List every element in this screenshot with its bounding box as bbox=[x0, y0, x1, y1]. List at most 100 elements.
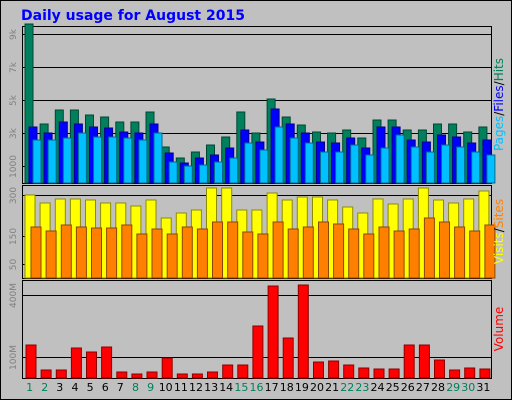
bar-pages bbox=[350, 144, 360, 184]
bar-volume bbox=[297, 284, 309, 379]
bar-sites bbox=[302, 226, 314, 279]
bar-sites bbox=[318, 221, 329, 279]
panel-label-part: Hits bbox=[492, 58, 506, 81]
x-tick-label: 27 bbox=[416, 381, 430, 394]
bar-pages bbox=[425, 151, 435, 184]
bar-sites bbox=[227, 221, 239, 279]
x-tick-label: 19 bbox=[295, 381, 309, 394]
bar-pages bbox=[471, 151, 481, 184]
bar-pages bbox=[32, 139, 42, 184]
bar-sites bbox=[60, 224, 72, 279]
bar-volume bbox=[449, 369, 461, 379]
bar-volume bbox=[146, 371, 158, 379]
bar-pages bbox=[229, 157, 239, 184]
bar-sites bbox=[196, 228, 208, 279]
bar-sites bbox=[121, 224, 133, 279]
bar-sites bbox=[454, 226, 466, 279]
bar-pages bbox=[365, 154, 375, 184]
bar-pages bbox=[456, 146, 466, 184]
x-tick-label: 22 bbox=[340, 381, 354, 394]
bar-volume bbox=[70, 347, 82, 379]
x-tick-label: 8 bbox=[132, 381, 139, 394]
x-tick-label: 15 bbox=[234, 381, 248, 394]
x-tick-label: 9 bbox=[147, 381, 154, 394]
bar-pages bbox=[108, 136, 118, 184]
bar-pages bbox=[153, 132, 163, 184]
x-tick-label: 2 bbox=[41, 381, 48, 394]
bar-pages bbox=[47, 139, 57, 184]
panel-visits-sites: 50 150 300 Visits/Sites bbox=[9, 185, 506, 279]
bar-volume bbox=[55, 369, 67, 379]
bar-volume bbox=[131, 373, 143, 379]
bar-pages bbox=[168, 161, 178, 184]
x-tick-label: 31 bbox=[476, 381, 490, 394]
bar-sites bbox=[363, 233, 375, 279]
bar-sites bbox=[106, 227, 118, 279]
bar-volume bbox=[434, 359, 445, 379]
bar-volume bbox=[237, 364, 249, 379]
bar-pages bbox=[198, 164, 208, 184]
bar-pages bbox=[289, 137, 299, 184]
chart-title: Daily usage for August 2015 bbox=[21, 8, 245, 24]
panel-label-part: Visits bbox=[492, 232, 506, 264]
bar-sites bbox=[212, 221, 223, 279]
x-tick-label: 28 bbox=[431, 381, 445, 394]
bar-volume bbox=[464, 367, 476, 379]
panel-label-part: / bbox=[492, 227, 506, 232]
bar-volume bbox=[25, 344, 37, 379]
y-tick-label: 3k bbox=[9, 127, 19, 139]
bar-sites bbox=[181, 226, 193, 279]
bar-volume bbox=[418, 344, 430, 379]
bar-sites bbox=[393, 230, 405, 279]
panel-label-part: / bbox=[492, 80, 506, 85]
y-tick-label: 300 bbox=[9, 187, 19, 204]
bar-pages bbox=[123, 137, 133, 184]
bar-volume bbox=[313, 361, 324, 379]
x-tick-label: 11 bbox=[174, 381, 188, 394]
bar-pages bbox=[244, 142, 254, 184]
bar-pages bbox=[335, 151, 345, 184]
x-tick-label: 5 bbox=[87, 381, 94, 394]
bar-pages bbox=[395, 134, 405, 184]
bar-sites bbox=[166, 233, 178, 279]
x-tick-label: 18 bbox=[280, 381, 294, 394]
bar-sites bbox=[257, 233, 269, 279]
y-tick-label: 100M bbox=[9, 345, 19, 370]
bar-sites bbox=[151, 228, 163, 279]
y-tick-label: 7k bbox=[9, 61, 19, 73]
bar-pages bbox=[410, 146, 420, 184]
bar-sites bbox=[75, 226, 87, 279]
bar-sites bbox=[91, 227, 102, 279]
bar-sites bbox=[408, 228, 420, 279]
bar-sites bbox=[348, 228, 360, 279]
panel-label: Pages/Files/Hits bbox=[492, 58, 506, 151]
bar-sites bbox=[439, 221, 450, 279]
y-tick-label: 50 bbox=[9, 259, 19, 271]
bar-sites bbox=[484, 224, 496, 279]
bar-volume bbox=[222, 364, 234, 379]
x-tick-label: 6 bbox=[102, 381, 109, 394]
x-tick-label: 23 bbox=[355, 381, 369, 394]
bar-pages bbox=[93, 136, 102, 184]
bar-sites bbox=[272, 221, 284, 279]
bar-sites bbox=[378, 226, 390, 279]
bar-volume bbox=[403, 344, 415, 379]
bar-volume bbox=[161, 357, 173, 379]
bar-volume bbox=[176, 373, 188, 379]
bar-pages bbox=[138, 139, 148, 184]
panel-volume: 100M 400M Volume bbox=[9, 280, 506, 379]
panel-label-part: Files bbox=[492, 85, 506, 111]
x-tick-label: 10 bbox=[159, 381, 173, 394]
bar-pages bbox=[320, 151, 329, 184]
bar-pages bbox=[214, 161, 223, 184]
bar-volume bbox=[191, 373, 203, 379]
bar-volume bbox=[267, 285, 279, 379]
x-tick-label: 3 bbox=[56, 381, 63, 394]
bar-sites bbox=[469, 230, 481, 279]
bar-volume bbox=[343, 364, 355, 379]
x-tick-label: 25 bbox=[386, 381, 400, 394]
bar-sites bbox=[333, 223, 345, 279]
x-tick-label: 14 bbox=[219, 381, 233, 394]
